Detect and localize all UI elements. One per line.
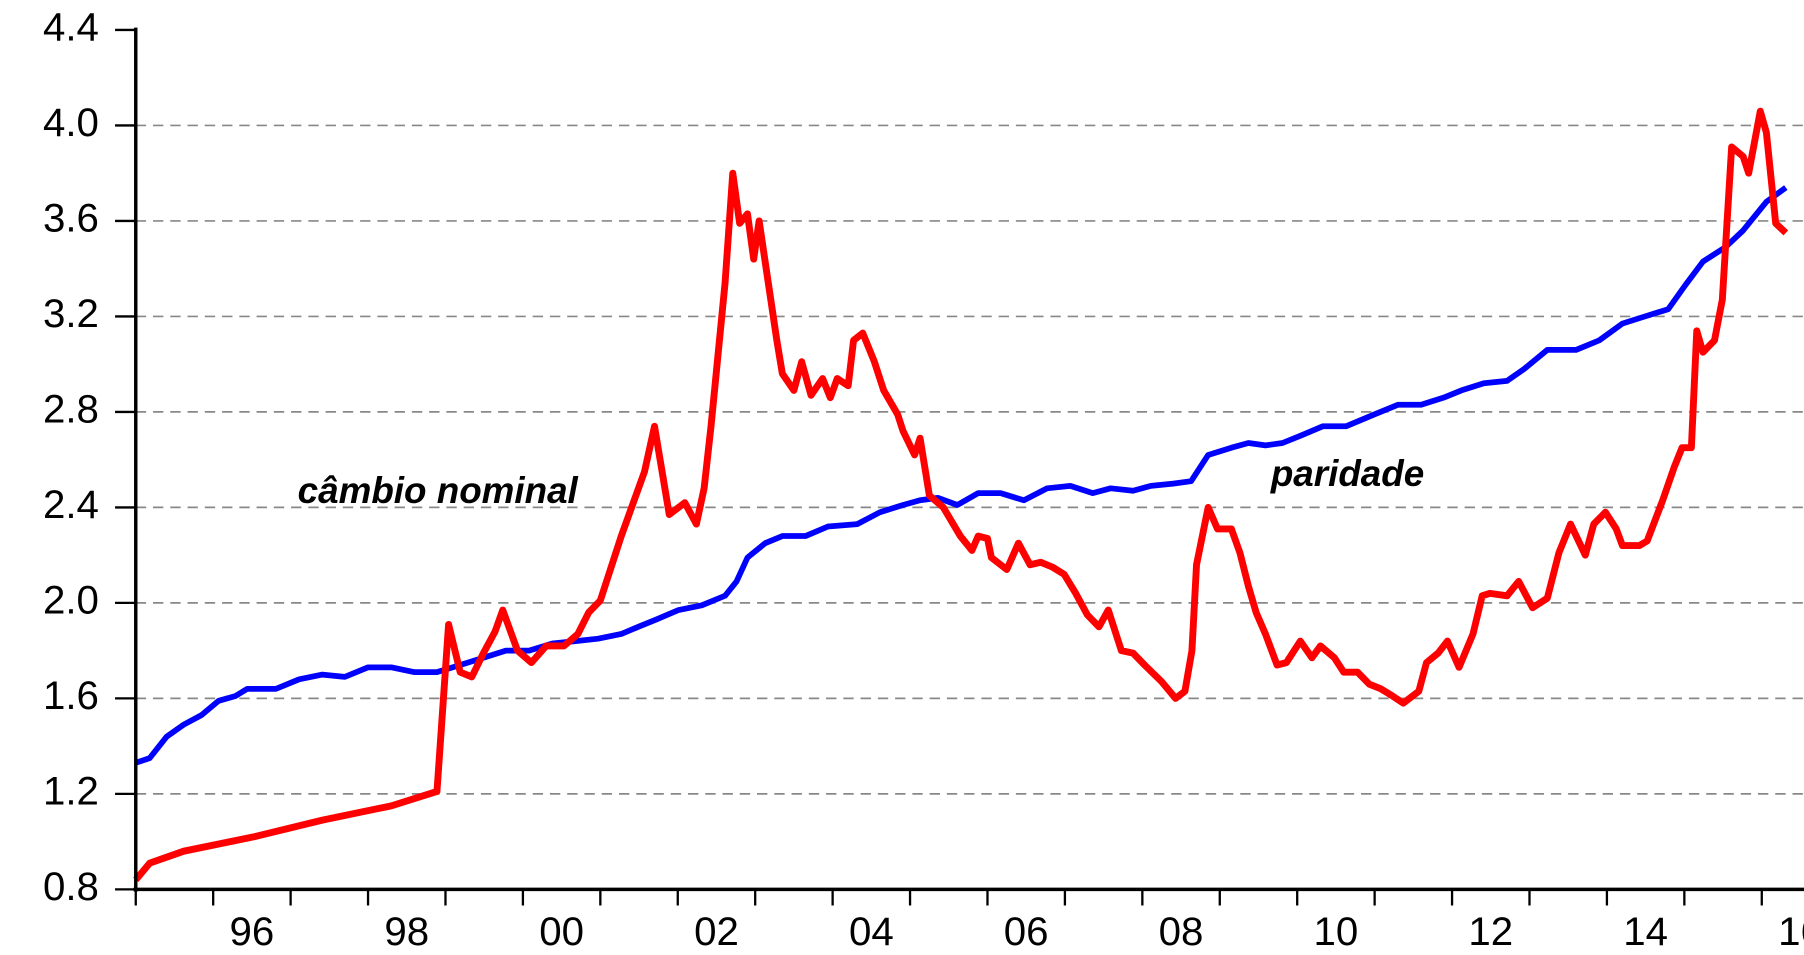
y-tick-label: 2.4 [43,482,99,527]
y-tick-label: 1.6 [43,673,99,718]
annotation: paridade [1270,453,1424,494]
x-tick-label: 00 [539,909,584,954]
series-line [134,185,1788,766]
x-tick-label: 96 [230,909,275,954]
x-tick-label: 02 [694,909,739,954]
y-tick-label: 0.8 [43,864,99,909]
x-tick-label: 08 [1159,909,1204,954]
y-tick-label: 4.0 [43,100,99,145]
y-tick-label: 3.6 [43,196,99,241]
y-tick-label: 2.0 [43,578,99,623]
x-tick-label: 04 [849,909,894,954]
x-tick-label: 06 [1004,909,1049,954]
x-tick-label: 98 [384,909,429,954]
y-tick-label: 3.2 [43,291,99,336]
y-tick-label: 2.8 [43,387,99,432]
annotation: câmbio nominal [298,470,579,511]
x-tick-label: 12 [1468,909,1513,954]
y-tick-label: 1.2 [43,769,99,814]
x-tick-label: 16 [1778,909,1804,954]
grid [135,124,1804,795]
x-tick-label: 10 [1314,909,1359,954]
series-line [133,107,1789,883]
x-tick-label: 14 [1623,909,1668,954]
lines [133,107,1789,883]
y-tick-label: 4.4 [43,5,99,50]
